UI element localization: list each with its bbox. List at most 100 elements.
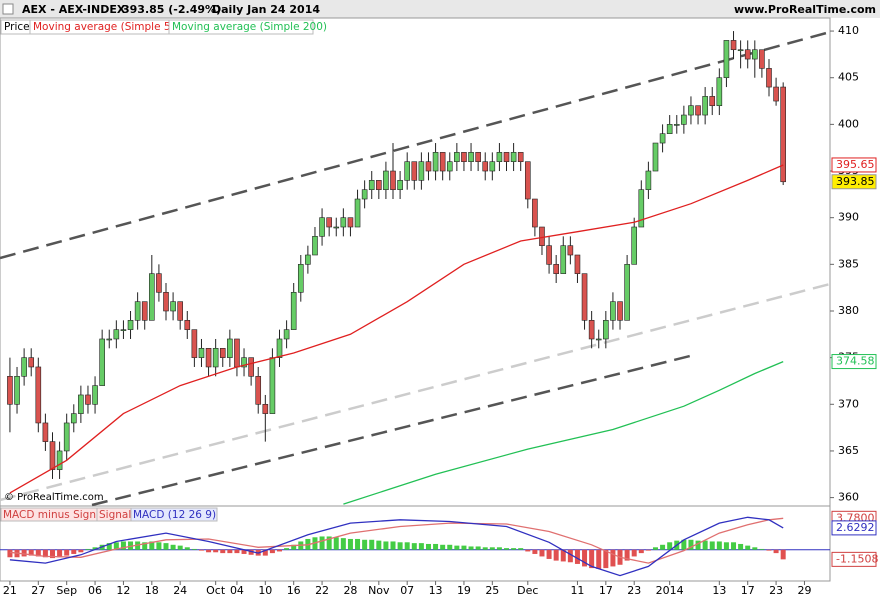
histogram-bar [454, 545, 460, 550]
histogram-bar [731, 542, 737, 550]
candle-body [219, 348, 226, 358]
candle-body [560, 245, 567, 274]
histogram-bar [213, 549, 219, 553]
histogram-bar [362, 539, 368, 550]
candle-body [631, 226, 638, 265]
candle-body [28, 357, 35, 368]
histogram-bar [702, 540, 708, 550]
quote: 393.85 (-2.49%) [122, 3, 221, 16]
histogram-bar [312, 537, 318, 550]
candle-body [255, 376, 262, 405]
histogram-bar [28, 549, 34, 556]
candle-body [56, 450, 63, 470]
candle-body [319, 217, 325, 237]
header-bar [0, 0, 880, 18]
histogram-bar [333, 537, 339, 550]
histogram-bar [326, 536, 332, 550]
histogram-bar [21, 549, 27, 557]
channel-middle [0, 282, 831, 502]
candle-body [454, 152, 460, 162]
histogram-bar [681, 539, 687, 550]
candle-body [532, 198, 538, 228]
x-tick-label: 17 [741, 584, 755, 597]
histogram-bar [504, 548, 510, 550]
candle-body [361, 189, 368, 200]
histogram-bar [277, 549, 283, 552]
candle-body [624, 264, 630, 321]
candle-body [418, 161, 425, 181]
histogram-bar [397, 542, 403, 550]
candle-body [99, 338, 105, 386]
candle-body [184, 320, 191, 330]
histogram-bar [766, 549, 772, 551]
candle-body [241, 357, 247, 368]
x-tick-label: 04 [230, 584, 244, 597]
histogram-bar [645, 549, 651, 551]
histogram-bar [156, 542, 162, 550]
value-tag [831, 520, 877, 536]
candle-body [127, 320, 134, 330]
legend-entry: Price [4, 21, 30, 33]
candle-body [702, 96, 708, 116]
x-tick-label: 29 [797, 584, 811, 597]
histogram-bar [390, 541, 396, 550]
histogram-bar [695, 540, 701, 550]
x-tick-label: Oct [206, 584, 226, 597]
y-tick-label: 370 [838, 397, 859, 410]
histogram-bar [574, 549, 580, 564]
value-tag [831, 551, 877, 567]
histogram-bar [745, 545, 751, 550]
histogram-bar [525, 549, 531, 552]
x-tick-label: 23 [627, 584, 641, 597]
candle-body [78, 394, 84, 414]
histogram-bar [347, 538, 353, 550]
histogram-bar [596, 549, 602, 569]
candle-body [744, 49, 751, 60]
candle-body [688, 105, 694, 116]
value-tag-label: 2.6292 [836, 521, 875, 534]
x-tick-label: 22 [315, 584, 329, 597]
candle-body [85, 394, 91, 405]
line-series [9, 516, 784, 577]
histogram-bar [248, 549, 254, 555]
x-tick-label: 17 [599, 584, 613, 597]
value-tag [831, 157, 877, 173]
histogram-bar [418, 543, 424, 550]
histogram-bar [482, 547, 488, 550]
histogram-bar [780, 549, 786, 560]
candle-body [517, 152, 524, 162]
histogram-bar [284, 548, 290, 550]
value-tag [831, 174, 877, 190]
site: www.ProRealTime.com [734, 3, 876, 16]
candle-body [546, 245, 552, 265]
candle-body [411, 161, 418, 181]
candle-body [191, 329, 198, 358]
candle-body [567, 245, 574, 256]
candle-body [397, 180, 403, 190]
candle-body [773, 86, 779, 102]
candle-body [333, 226, 340, 229]
candle-body [439, 152, 446, 172]
candle-body [347, 217, 354, 228]
candle-body [113, 329, 120, 340]
candle-body [681, 114, 687, 125]
candle-body [446, 161, 453, 172]
histogram-bar [716, 541, 722, 550]
candle-body [106, 338, 113, 341]
histogram-bar [773, 549, 779, 554]
candle-body [588, 320, 595, 340]
candle-body [70, 413, 77, 424]
histogram-bar [447, 544, 453, 550]
candle-body [524, 161, 531, 200]
histogram-bar [582, 549, 588, 567]
x-tick-label: 25 [485, 584, 499, 597]
x-tick-label: 21 [3, 584, 17, 597]
candle-body [212, 348, 219, 368]
candle-body [673, 124, 680, 126]
histogram-bar [376, 540, 382, 550]
candle-body [404, 161, 410, 181]
line-series [9, 164, 784, 494]
histogram-bar [532, 549, 538, 554]
candle-body [205, 348, 212, 368]
histogram-bar [638, 549, 644, 554]
